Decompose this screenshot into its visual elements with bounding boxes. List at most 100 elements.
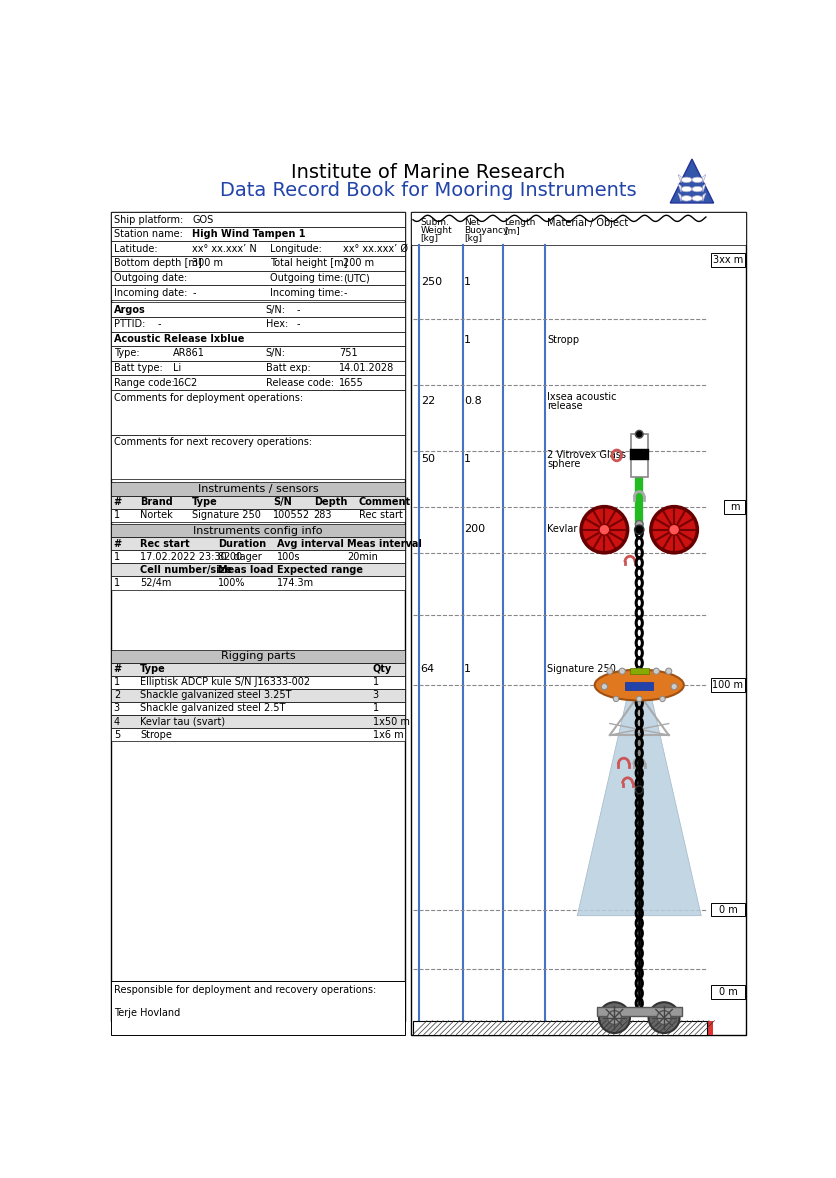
Bar [511, 1020, 517, 1034]
Polygon shape [670, 159, 714, 203]
Polygon shape [703, 184, 706, 192]
Bar [110, 360, 405, 376]
Bar [517, 1020, 524, 1034]
Bar [630, 435, 648, 477]
Text: Station name:: Station name: [114, 230, 183, 239]
Text: GOS: GOS [192, 214, 213, 225]
Bar [724, 499, 746, 514]
Text: Range code:: Range code: [114, 378, 175, 388]
Bar [588, 1020, 594, 1034]
Text: 1: 1 [114, 551, 120, 562]
Text: Outgoing date:: Outgoing date: [114, 273, 187, 283]
Text: Elliptisk ADCP kule S/N J16333-002: Elliptisk ADCP kule S/N J16333-002 [140, 677, 310, 687]
Bar [567, 1020, 573, 1034]
Bar [110, 303, 405, 317]
Circle shape [669, 524, 680, 535]
Text: Incoming time:: Incoming time: [269, 287, 343, 298]
Text: xx° xx.xxx’ N: xx° xx.xxx’ N [192, 244, 257, 253]
Text: Batt exp:: Batt exp: [266, 363, 310, 373]
Text: Argos: Argos [114, 305, 145, 315]
Bar [685, 1020, 692, 1034]
Bar [524, 1020, 532, 1034]
Text: 1: 1 [114, 578, 120, 588]
Bar [711, 679, 746, 691]
Bar [110, 390, 405, 435]
Text: sphere: sphere [547, 458, 580, 469]
Bar [678, 1020, 685, 1034]
Bar [110, 212, 405, 227]
Bar [434, 1020, 441, 1034]
Circle shape [635, 786, 643, 794]
Text: S/N:: S/N: [266, 349, 286, 358]
Bar [411, 212, 747, 245]
Text: 1: 1 [373, 677, 379, 687]
Text: 100552: 100552 [273, 510, 311, 521]
Bar [601, 1020, 609, 1034]
Text: Meas interval: Meas interval [347, 538, 422, 549]
Text: Incoming date:: Incoming date: [114, 287, 187, 298]
Bar [532, 1020, 538, 1034]
Text: Acoustic Release Ixblue: Acoustic Release Ixblue [114, 333, 244, 344]
Text: Buoyancy: Buoyancy [464, 226, 508, 236]
Text: 16C2: 16C2 [173, 378, 198, 388]
Bar [538, 1020, 545, 1034]
Text: Institute of Marine Research: Institute of Marine Research [291, 163, 566, 181]
Text: 22: 22 [421, 396, 435, 406]
Text: 64: 64 [421, 663, 435, 674]
Bar [490, 1020, 497, 1034]
Circle shape [665, 668, 672, 674]
Text: Responsible for deployment and recovery operations:: Responsible for deployment and recovery … [114, 985, 376, 995]
Text: 5: 5 [114, 729, 120, 740]
Text: xx° xx.xxx’ Ø: xx° xx.xxx’ Ø [344, 244, 408, 253]
Text: Type: Type [192, 497, 218, 507]
Bar [692, 1020, 699, 1034]
Text: Meas load: Meas load [217, 565, 273, 575]
Text: Instruments / sensors: Instruments / sensors [197, 484, 319, 494]
Bar [110, 331, 405, 346]
Bar [636, 1020, 643, 1034]
Text: 1: 1 [464, 663, 472, 674]
Bar [699, 1020, 706, 1034]
Text: Material / Object: Material / Object [547, 218, 629, 229]
Bar [482, 1020, 490, 1034]
Bar [609, 1020, 615, 1034]
Bar [110, 649, 405, 663]
Circle shape [653, 668, 660, 674]
Text: 20min: 20min [347, 551, 378, 562]
Circle shape [636, 696, 642, 702]
Text: Hex:: Hex: [266, 319, 288, 329]
Bar [448, 1020, 455, 1034]
Polygon shape [678, 174, 681, 183]
Circle shape [635, 525, 644, 535]
Text: 4: 4 [114, 716, 120, 727]
Text: 100s: 100s [278, 551, 301, 562]
Text: Net: Net [464, 218, 480, 227]
Bar [411, 212, 747, 1034]
Bar [469, 1020, 476, 1034]
Text: -: - [157, 319, 161, 329]
Text: 52/4m: 52/4m [140, 578, 171, 588]
Text: Release code:: Release code: [266, 378, 334, 388]
Text: Rec start: Rec start [140, 538, 190, 549]
Text: 1655: 1655 [339, 378, 364, 388]
Text: Duration: Duration [217, 538, 266, 549]
Text: -: - [344, 287, 347, 298]
Text: Subm.: Subm. [421, 218, 450, 227]
Text: #: # [114, 664, 122, 674]
Circle shape [581, 507, 628, 552]
Bar [461, 1020, 469, 1034]
Text: 200: 200 [464, 524, 485, 534]
Ellipse shape [681, 177, 692, 183]
Text: 14.01.2028: 14.01.2028 [339, 363, 395, 373]
Circle shape [671, 683, 677, 689]
Circle shape [635, 521, 643, 528]
Text: 1x6 m: 1x6 m [373, 729, 403, 740]
Bar [503, 1020, 511, 1034]
Polygon shape [678, 193, 681, 201]
Text: 1: 1 [114, 677, 120, 687]
Text: Brand: Brand [140, 497, 173, 507]
Bar [110, 376, 405, 390]
Bar [622, 1020, 630, 1034]
Polygon shape [703, 174, 706, 183]
Text: Kevlar tau 5,5T: Kevlar tau 5,5T [547, 524, 621, 534]
